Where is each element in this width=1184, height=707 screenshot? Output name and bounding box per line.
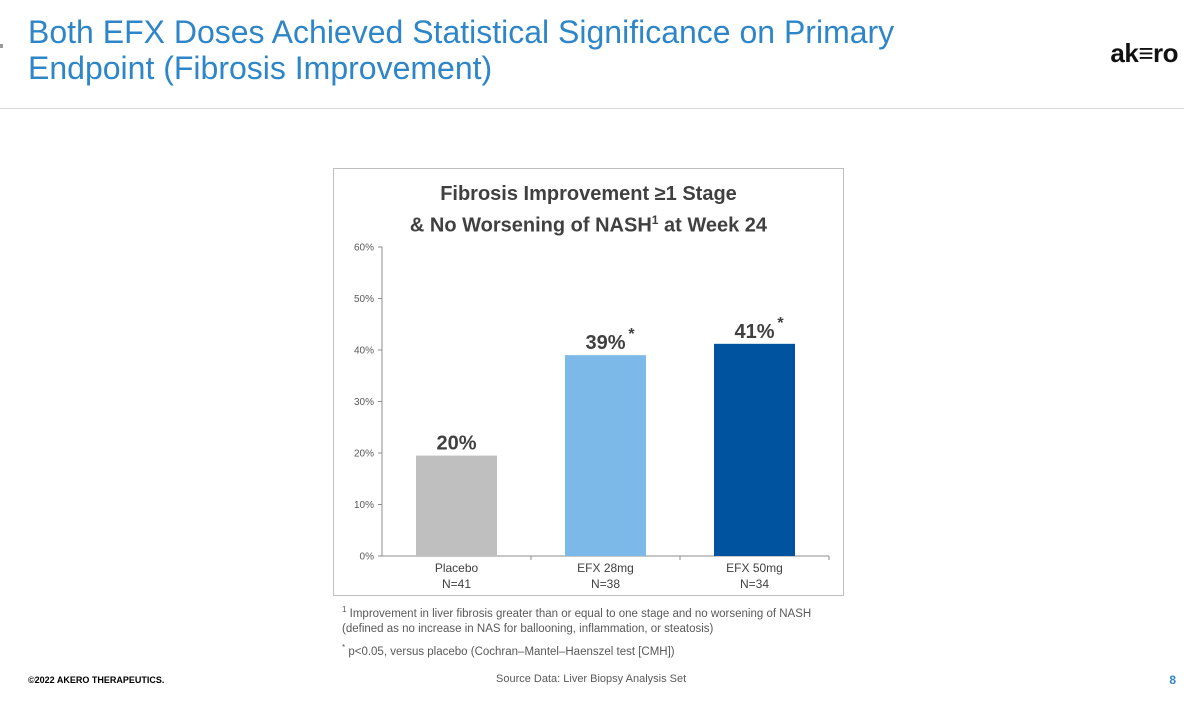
x-category-sublabel: N=34 [740, 577, 769, 591]
akero-logo: ak≡ro [1110, 38, 1178, 69]
x-category-label: EFX 50mg [726, 561, 783, 575]
footnote-2-text: p<0.05, versus placebo (Cochran–Mantel–H… [348, 645, 675, 658]
bar-placebo [416, 455, 497, 556]
y-tick-label: 20% [354, 449, 374, 460]
footnote-1-continued: (defined as no increase in NAS for ballo… [342, 622, 714, 635]
chart-title-line2-start: & No Worsening of NASH [409, 214, 652, 237]
footer-source: Source Data: Liver Biopsy Analysis Set [496, 673, 687, 685]
footnote-1: 1 Improvement in liver fibrosis greater … [342, 602, 862, 622]
footer-copyright: ©2022 AKERO THERAPEUTICS. [28, 675, 165, 685]
y-tick-label: 60% [354, 243, 374, 254]
header-divider [0, 108, 1184, 109]
x-category-label: EFX 28mg [577, 561, 634, 575]
page-number: 8 [1169, 673, 1176, 687]
footnote-2: * p<0.05, versus placebo (Cochran–Mantel… [342, 640, 862, 660]
x-category-label: Placebo [435, 561, 479, 575]
logo-text-start: ak [1110, 38, 1139, 68]
footnote-2-mark: * [342, 642, 346, 652]
chart-title-line2-end: at Week 24 [658, 214, 768, 237]
slide-title: Both EFX Doses Achieved Statistical Sign… [28, 14, 895, 86]
bar-efx-50mg [714, 343, 795, 556]
data-label: 41% [734, 321, 774, 343]
y-tick-label: 10% [354, 500, 374, 511]
footnote-1-mark: 1 [342, 605, 347, 614]
y-tick-label: 30% [354, 397, 374, 408]
logo-text-end: ro [1153, 38, 1179, 68]
chart-title-line2: & No Worsening of NASH1 at Week 24 [334, 207, 843, 239]
y-tick-label: 40% [354, 346, 374, 357]
logo-e-mark: ≡ [1138, 38, 1153, 68]
slide-edge-mark [0, 44, 3, 48]
y-tick-label: 50% [354, 294, 374, 305]
chart-title: Fibrosis Improvement ≥1 Stage & No Worse… [334, 181, 843, 239]
bar-efx-28mg [565, 355, 646, 556]
footnotes: 1 Improvement in liver fibrosis greater … [342, 602, 862, 660]
x-category-sublabel: N=38 [591, 577, 620, 591]
data-label: 39% [585, 332, 625, 354]
chart-title-line1: Fibrosis Improvement ≥1 Stage [440, 183, 737, 205]
chart-title-footnote-mark: 1 [651, 213, 659, 227]
significance-marker: * [628, 326, 635, 343]
significance-marker: * [777, 315, 784, 332]
y-tick-label: 0% [360, 552, 375, 563]
x-category-sublabel: N=41 [442, 577, 471, 591]
chart-panel: Fibrosis Improvement ≥1 Stage & No Worse… [333, 168, 844, 596]
data-label: 20% [436, 433, 476, 455]
footnote-1-line1: Improvement in liver fibrosis greater th… [349, 607, 812, 620]
